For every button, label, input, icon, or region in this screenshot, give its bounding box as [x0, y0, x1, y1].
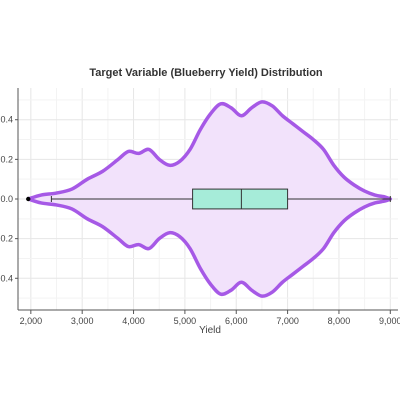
y-tick-label: -0.2 — [0, 234, 13, 244]
iqr-box — [192, 188, 289, 210]
x-tick-label: 9,000 — [379, 316, 400, 326]
x-tick-label: 2,000 — [20, 316, 43, 326]
x-tick-label: 8,000 — [328, 316, 351, 326]
y-tick-label: -0.4 — [0, 273, 13, 283]
y-tick-label: 0.0 — [0, 194, 13, 204]
x-tick-label: 5,000 — [174, 316, 197, 326]
y-tick-label: 0.4 — [0, 115, 13, 125]
y-tick-label: 0.2 — [0, 154, 13, 164]
x-tick-label: 6,000 — [225, 316, 248, 326]
axes: 2,000 3,000 4,000 5,000 6,000 7,000 8,000 9,000… — [0, 88, 400, 326]
x-tick-label: 3,000 — [71, 316, 94, 326]
box-layer — [26, 188, 391, 210]
x-axis-label: Yield — [199, 325, 221, 336]
x-tick-label: 7,000 — [276, 316, 299, 326]
chart-title: Target Variable (Blueberry Yield) Distri… — [89, 67, 323, 79]
outlier-point — [26, 196, 31, 202]
x-tick-label: 4,000 — [122, 316, 145, 326]
